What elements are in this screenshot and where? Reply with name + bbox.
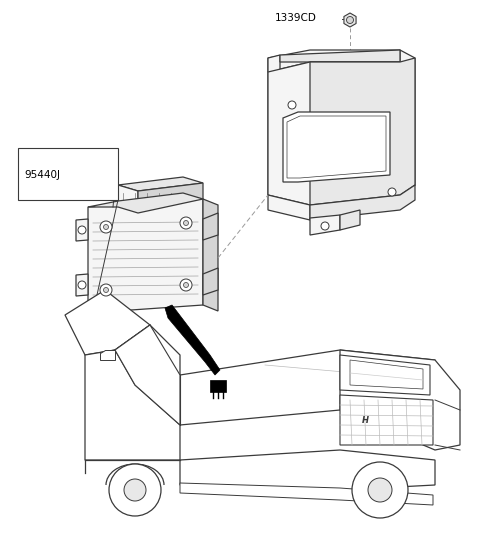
Circle shape — [124, 479, 146, 501]
Circle shape — [78, 281, 86, 289]
Bar — [18, 148, 118, 200]
Circle shape — [183, 282, 189, 287]
Polygon shape — [203, 213, 218, 240]
Text: H: H — [361, 415, 369, 424]
Polygon shape — [280, 50, 400, 62]
Polygon shape — [76, 274, 88, 296]
Polygon shape — [340, 355, 430, 395]
Circle shape — [347, 17, 353, 23]
Circle shape — [321, 222, 329, 230]
Polygon shape — [203, 199, 218, 311]
Polygon shape — [287, 116, 386, 178]
Polygon shape — [310, 185, 415, 220]
Polygon shape — [138, 183, 203, 213]
Circle shape — [180, 217, 192, 229]
Polygon shape — [100, 350, 115, 360]
Polygon shape — [180, 450, 435, 490]
Polygon shape — [268, 62, 400, 205]
Polygon shape — [85, 350, 180, 460]
Polygon shape — [180, 350, 435, 425]
Circle shape — [109, 464, 161, 516]
Circle shape — [180, 279, 192, 291]
Text: 95440J: 95440J — [24, 170, 60, 180]
Polygon shape — [180, 483, 433, 505]
Polygon shape — [118, 185, 138, 213]
Polygon shape — [115, 325, 180, 425]
Polygon shape — [65, 290, 150, 355]
Polygon shape — [165, 305, 220, 375]
Polygon shape — [344, 13, 356, 27]
Polygon shape — [310, 215, 340, 235]
Polygon shape — [76, 219, 88, 241]
Polygon shape — [400, 50, 415, 195]
Polygon shape — [88, 199, 203, 313]
Circle shape — [183, 221, 189, 226]
Circle shape — [104, 287, 108, 292]
Polygon shape — [340, 350, 460, 450]
Text: 1339CD: 1339CD — [275, 13, 317, 23]
Polygon shape — [340, 395, 433, 445]
Polygon shape — [268, 50, 400, 72]
Circle shape — [352, 462, 408, 518]
Polygon shape — [118, 177, 203, 191]
Polygon shape — [210, 380, 226, 392]
Circle shape — [288, 101, 296, 109]
Polygon shape — [283, 112, 390, 182]
Circle shape — [368, 478, 392, 502]
Circle shape — [388, 188, 396, 196]
Circle shape — [78, 226, 86, 234]
Polygon shape — [115, 325, 180, 425]
Circle shape — [100, 284, 112, 296]
Polygon shape — [88, 193, 203, 213]
Polygon shape — [268, 55, 280, 195]
Circle shape — [104, 225, 108, 230]
Polygon shape — [268, 195, 310, 220]
Polygon shape — [340, 210, 360, 230]
Polygon shape — [203, 268, 218, 295]
Polygon shape — [310, 58, 415, 205]
Circle shape — [100, 221, 112, 233]
Polygon shape — [350, 360, 423, 389]
